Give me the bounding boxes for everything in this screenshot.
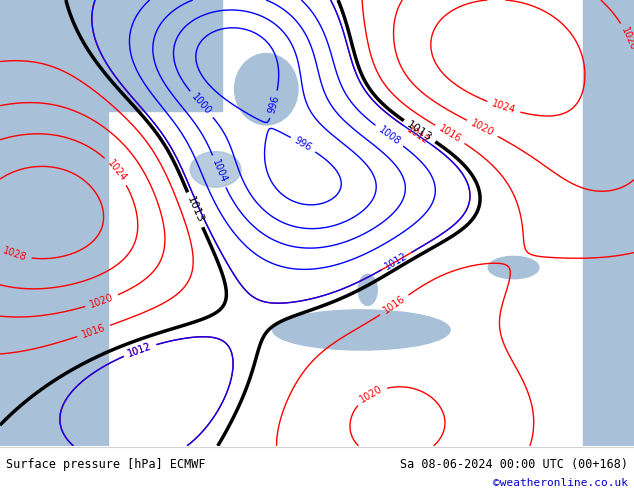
Bar <box>0 0 222 112</box>
Text: 1008: 1008 <box>377 124 402 147</box>
Text: 1016: 1016 <box>437 123 463 145</box>
Text: 1013: 1013 <box>405 120 434 143</box>
Text: 1013: 1013 <box>185 195 205 225</box>
Ellipse shape <box>593 227 612 263</box>
Text: 1016: 1016 <box>81 322 107 340</box>
Text: 1016: 1016 <box>382 294 407 316</box>
Text: 1004: 1004 <box>210 158 228 185</box>
Text: 996: 996 <box>267 94 281 115</box>
Text: ©weatheronline.co.uk: ©weatheronline.co.uk <box>493 478 628 488</box>
Text: 1020: 1020 <box>619 25 634 52</box>
Bar <box>0 0 108 446</box>
Text: Surface pressure [hPa] ECMWF: Surface pressure [hPa] ECMWF <box>6 458 206 471</box>
Text: 1012: 1012 <box>127 341 153 359</box>
Text: 1028: 1028 <box>1 245 28 263</box>
Text: 1020: 1020 <box>89 293 115 310</box>
Ellipse shape <box>273 310 450 350</box>
Text: 1012: 1012 <box>127 341 153 359</box>
Ellipse shape <box>488 256 539 279</box>
Text: 1020: 1020 <box>358 384 384 405</box>
Text: 1012: 1012 <box>384 251 410 272</box>
Text: 1012: 1012 <box>404 124 430 147</box>
Bar <box>583 0 634 446</box>
Text: 996: 996 <box>293 136 314 153</box>
Text: 1020: 1020 <box>469 118 496 138</box>
Ellipse shape <box>190 151 241 187</box>
Text: 1000: 1000 <box>190 92 213 117</box>
Text: Sa 08-06-2024 00:00 UTC (00+168): Sa 08-06-2024 00:00 UTC (00+168) <box>399 458 628 471</box>
Ellipse shape <box>235 53 298 125</box>
Text: 1024: 1024 <box>490 99 517 116</box>
Ellipse shape <box>358 274 377 305</box>
Text: 1024: 1024 <box>105 158 128 184</box>
